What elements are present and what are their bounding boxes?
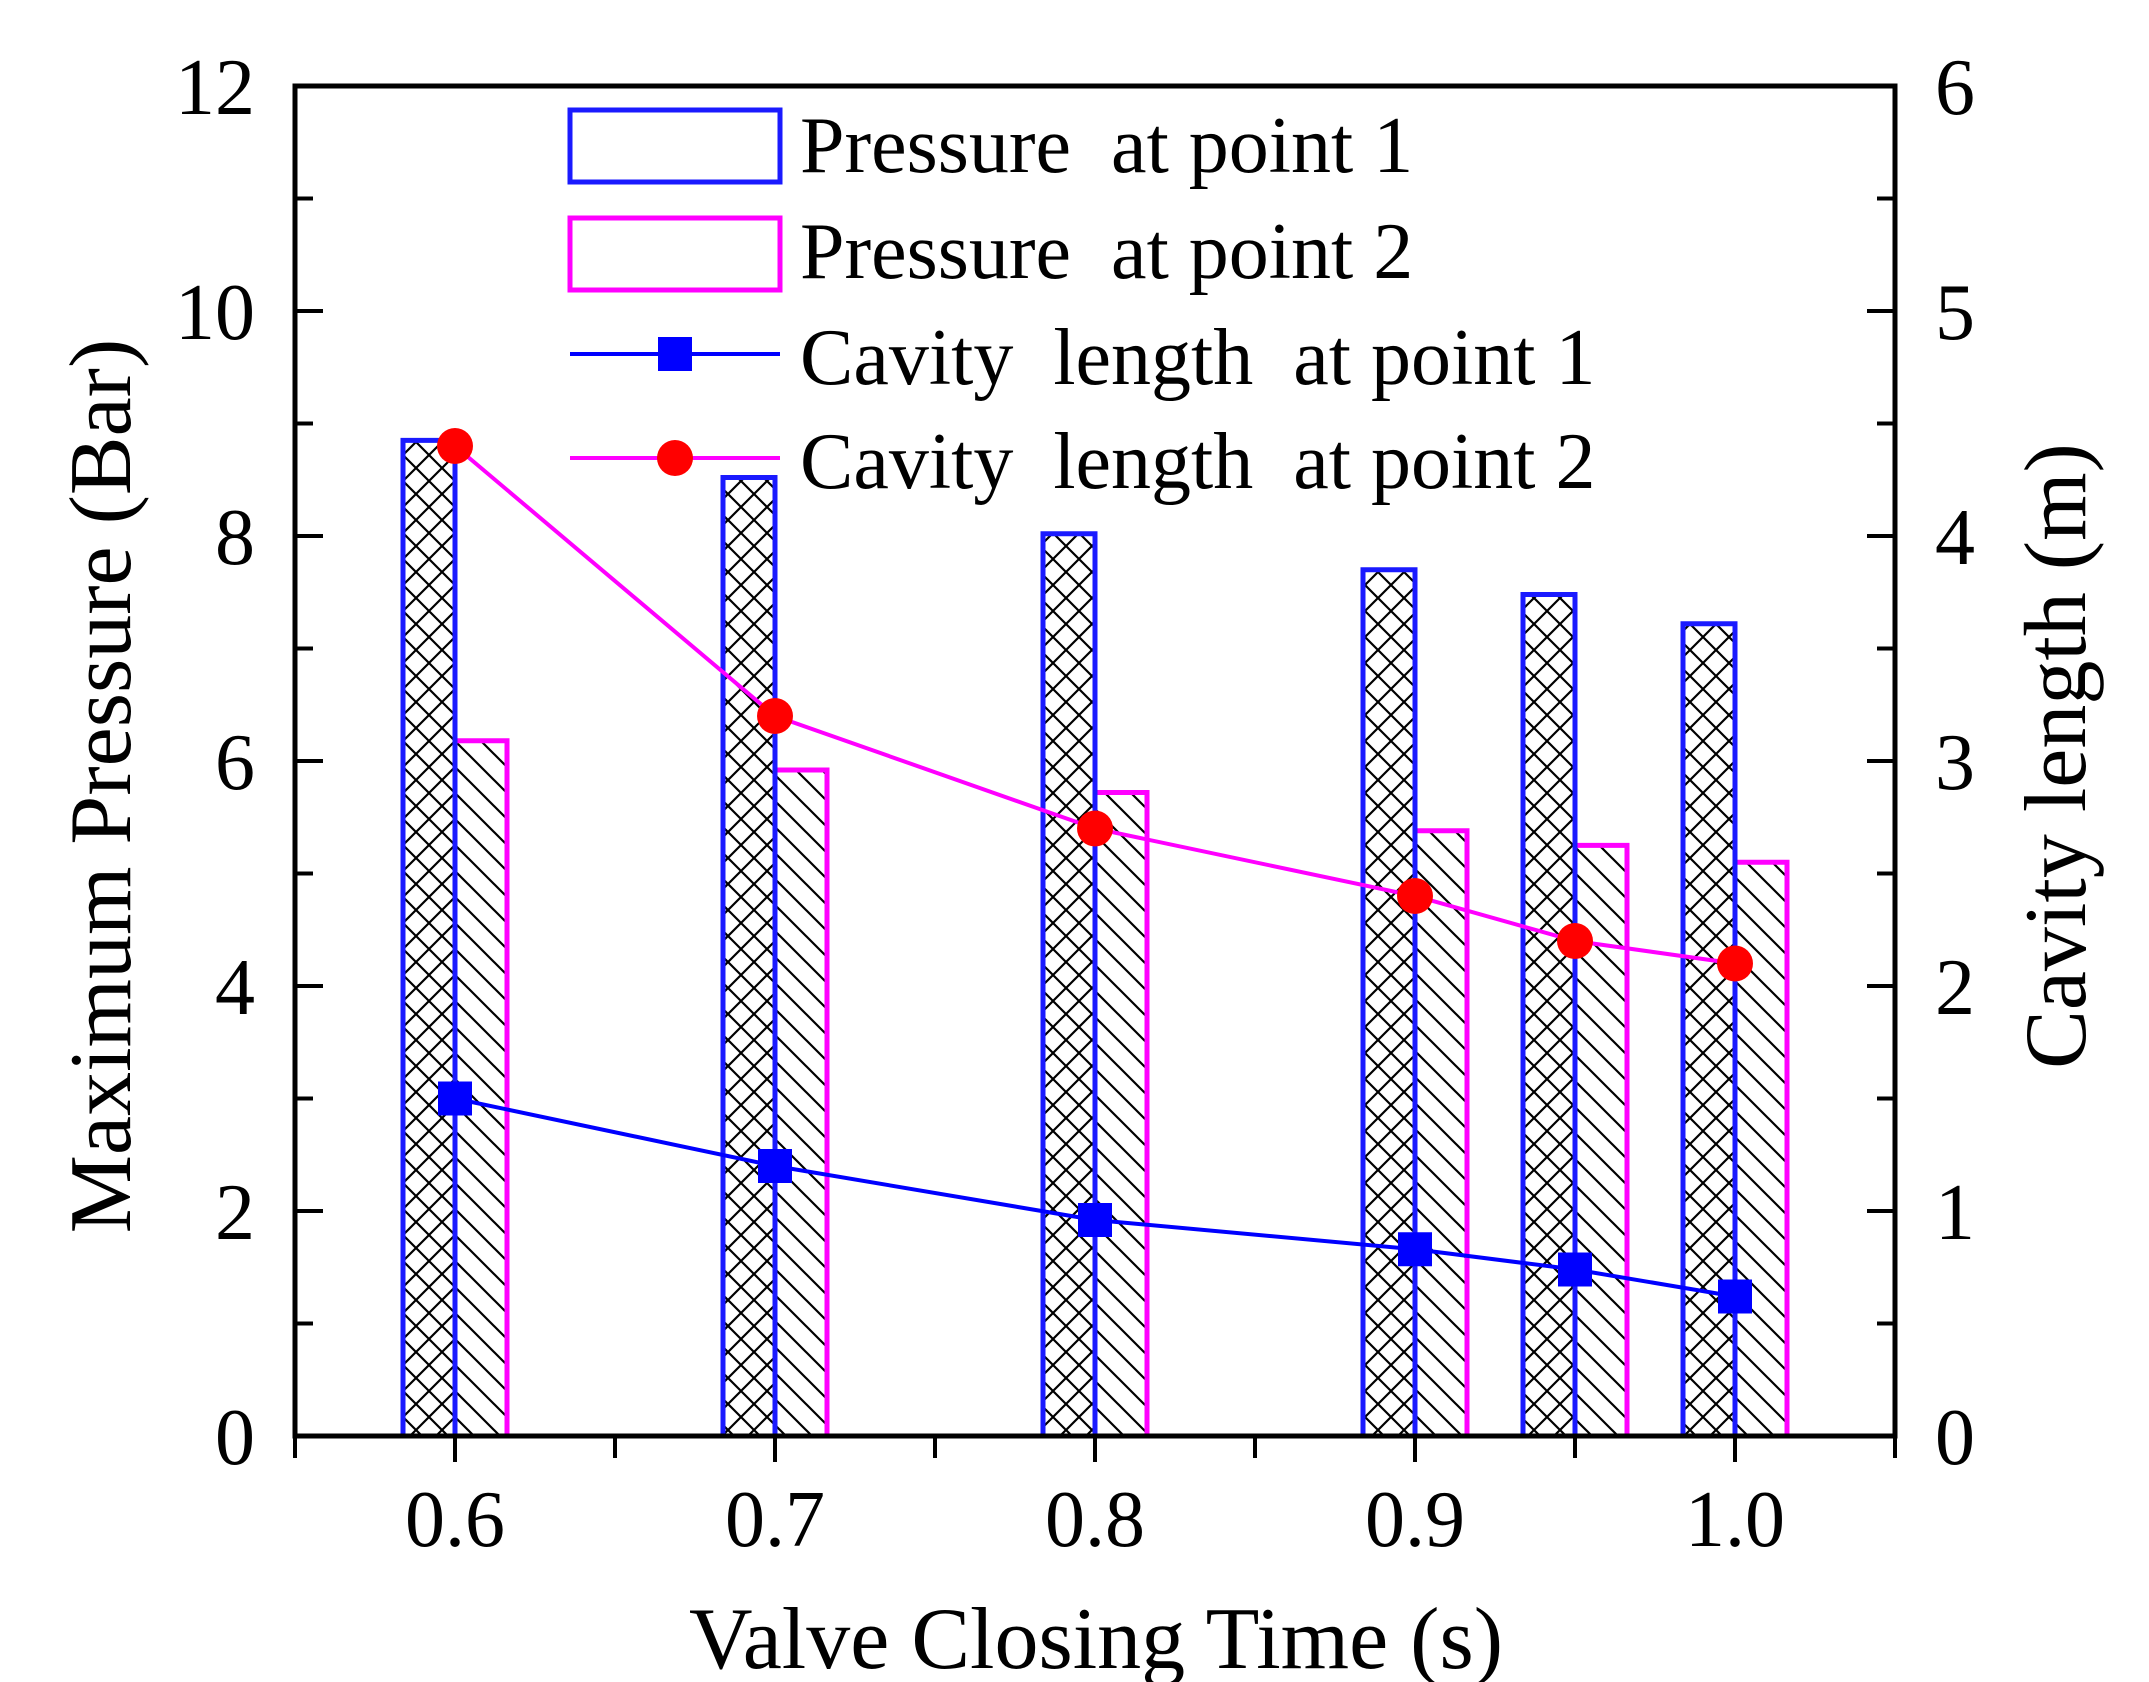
bar-pressure-1-4	[1520, 592, 1578, 1439]
bar-pressure-1-5	[1680, 621, 1738, 1439]
legend-marker-cavity-1	[658, 337, 692, 371]
y-tick-label: 0	[215, 1394, 255, 1482]
point-cavity-1-0	[438, 1081, 472, 1116]
y-axis-title: Maximum Pressure (Bar)	[53, 339, 150, 1233]
y-tick-label: 2	[215, 1169, 255, 1257]
point-cavity-2-5	[1717, 945, 1753, 982]
line-cavity-2	[453, 444, 1736, 966]
y2-tick-label: 0	[1935, 1394, 1975, 1482]
point-cavity-1-1	[758, 1149, 792, 1183]
bar-pressure-1-1	[720, 475, 778, 1439]
legend-label-cavity-1: Cavity length at point 1	[800, 314, 1595, 402]
y-tick-label: 10	[175, 269, 255, 357]
x-tick-label: 0.6	[405, 1476, 505, 1564]
legend-label-pressure-2: Pressure at point 2	[800, 208, 1413, 296]
legend-item-pressure-2: Pressure at point 2	[567, 208, 1413, 296]
lines-layer	[437, 428, 1753, 1314]
y2-tick-label: 4	[1935, 494, 1975, 582]
y2-axis-title: Cavity length (m)	[2008, 443, 2105, 1069]
y2-tick-label: 2	[1935, 944, 1975, 1032]
legend-item-pressure-1: Pressure at point 1	[567, 102, 1413, 190]
point-cavity-1-4	[1558, 1252, 1592, 1287]
point-cavity-1-5	[1718, 1279, 1752, 1314]
bar-pressure-2-1	[772, 767, 830, 1439]
point-cavity-1-3	[1398, 1232, 1432, 1267]
y-tick-label: 6	[215, 719, 255, 807]
x-tick-label: 1.0	[1685, 1476, 1785, 1564]
y-tick-label: 8	[215, 494, 255, 582]
y-tick-label: 4	[215, 944, 255, 1032]
legend-label-pressure-1: Pressure at point 1	[800, 102, 1413, 190]
legend-label-cavity-2: Cavity length at point 2	[800, 418, 1595, 506]
y2-tick-label: 5	[1935, 269, 1975, 357]
legend-item-cavity-1: Cavity length at point 1	[570, 314, 1595, 402]
legend: Pressure at point 1 Pressure at point 2 …	[567, 102, 1595, 506]
bar-pressure-2-3	[1412, 828, 1470, 1439]
point-cavity-2-3	[1397, 878, 1433, 914]
bar-pressure-2-2	[1092, 790, 1150, 1439]
y2-tick-label: 6	[1935, 44, 1975, 132]
x-axis-title: Valve Closing Time (s)	[689, 1591, 1503, 1682]
bar-pressure-1-0	[400, 437, 458, 1439]
legend-swatch-pressure-2	[567, 215, 783, 293]
y-tick-label: 12	[175, 44, 255, 132]
x-tick-label: 0.9	[1365, 1476, 1465, 1564]
point-cavity-2-4	[1557, 923, 1593, 959]
y2-tick-label: 1	[1935, 1169, 1975, 1257]
y2-tick-label: 3	[1935, 719, 1975, 807]
x-tick-label: 0.8	[1045, 1476, 1145, 1564]
point-cavity-2-1	[757, 698, 793, 734]
axes-layer	[292, 83, 1898, 1462]
legend-swatch-pressure-1	[567, 107, 783, 185]
legend-item-cavity-2: Cavity length at point 2	[570, 418, 1595, 506]
bar-pressure-1-3	[1360, 567, 1418, 1439]
point-cavity-2-0	[437, 428, 473, 464]
line-cavity-1	[454, 1096, 1736, 1299]
x-tick-label: 0.7	[725, 1476, 825, 1564]
bar-pressure-1-2	[1040, 531, 1098, 1439]
point-cavity-1-2	[1078, 1203, 1112, 1237]
point-cavity-2-2	[1077, 810, 1113, 847]
legend-marker-cavity-2	[657, 440, 693, 476]
